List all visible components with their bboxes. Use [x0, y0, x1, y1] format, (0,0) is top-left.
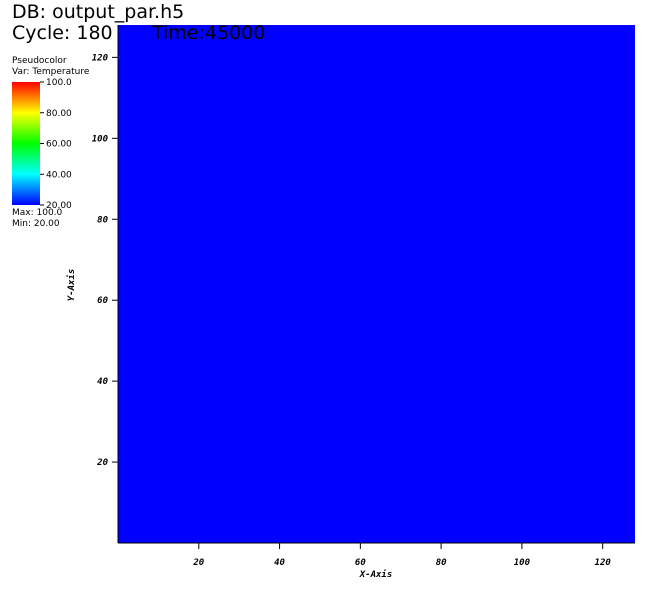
legend-title: Pseudocolor [12, 56, 67, 66]
cycle-label: Cycle: 180 [12, 22, 113, 44]
colorbar-tick-label: 20.00 [46, 201, 72, 211]
colorbar [12, 82, 40, 205]
time-label: Time:45000 [151, 22, 265, 44]
colorbar-tick-label: 80.00 [46, 109, 72, 119]
y-tick-label: 80 [97, 215, 108, 225]
chart-title: DB: output_par.h5 [12, 1, 184, 23]
x-tick-label: 60 [355, 558, 366, 568]
x-tick-label: 120 [595, 558, 612, 568]
x-tick-label: 100 [514, 558, 531, 568]
y-tick-label: 100 [92, 134, 109, 144]
legend-max: Max: 100.0 [12, 208, 63, 218]
x-tick-label: 80 [436, 558, 447, 568]
y-axis-title: Y-Axis [66, 269, 77, 302]
y-tick-label: 60 [97, 296, 108, 306]
legend-min: Min: 20.00 [12, 219, 60, 229]
y-tick-label: 20 [96, 458, 108, 468]
y-tick-label: 40 [97, 377, 108, 387]
colorbar-tick-label: 100.0 [46, 78, 72, 88]
y-tick-label: 120 [92, 53, 109, 63]
x-axis-title: X-Axis [359, 569, 393, 580]
x-tick-label: 40 [274, 558, 285, 568]
heat-cell [118, 25, 635, 543]
legend-variable: Var: Temperature [12, 67, 90, 77]
colorbar-tick-label: 40.00 [46, 170, 72, 180]
colorbar-tick-label: 60.00 [46, 140, 72, 150]
x-tick-label: 20 [192, 558, 204, 568]
field [118, 25, 635, 543]
